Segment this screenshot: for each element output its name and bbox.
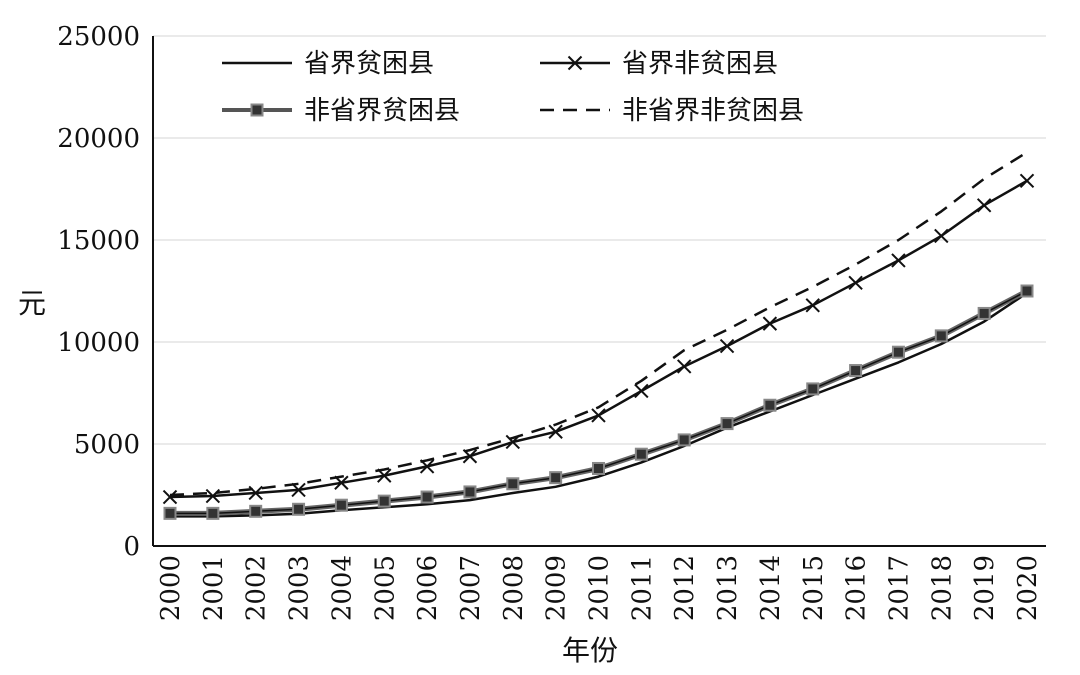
legend-label: 非省界非贫困县 (622, 96, 804, 126)
x-tick-label: 2005 (370, 555, 400, 621)
x-tick-label: 2003 (285, 555, 315, 621)
square-marker (506, 477, 520, 491)
x-tick-label: 2012 (670, 555, 700, 621)
x-marker (934, 228, 949, 244)
square-marker (891, 345, 905, 359)
x-marker (1019, 173, 1035, 189)
square-marker (250, 103, 264, 117)
x-axis-title: 年份 (562, 634, 618, 667)
legend-item: 省界贫困县 (222, 49, 434, 79)
y-axis-title: 元 (18, 287, 46, 320)
square-marker (1020, 284, 1034, 298)
x-tick-label: 2014 (756, 555, 786, 621)
square-marker (420, 490, 434, 504)
x-tick-label: 2009 (542, 555, 572, 621)
x-tick-label: 2001 (199, 555, 229, 621)
x-marker (762, 316, 778, 331)
square-marker (249, 504, 263, 518)
series-2 (162, 173, 1035, 505)
square-marker (977, 306, 991, 320)
series-3 (163, 284, 1034, 520)
x-tick-label: 2006 (413, 555, 443, 621)
x-tick-label: 2007 (456, 555, 486, 621)
square-marker (292, 502, 306, 516)
series-layer (162, 151, 1035, 520)
axes (152, 36, 1046, 547)
x-tick-label: 2008 (499, 555, 529, 621)
square-marker (334, 498, 348, 512)
legend-label: 省界非贫困县 (622, 49, 778, 79)
x-marker (567, 55, 583, 71)
square-marker (849, 364, 863, 378)
y-tick-label: 0 (123, 532, 140, 562)
series-line-core (170, 290, 1028, 515)
square-marker (592, 461, 605, 475)
gridlines (153, 35, 1046, 445)
x-tick-label: 2013 (713, 555, 743, 621)
x-marker (976, 198, 992, 213)
x-tick-label: 2016 (842, 555, 872, 621)
x-tick-label: 2018 (927, 555, 957, 621)
x-marker (719, 338, 735, 354)
series-line (169, 179, 1028, 499)
square-marker (634, 447, 648, 461)
series-line (169, 151, 1028, 497)
x-tick-label: 2017 (884, 555, 914, 621)
x-tick-label: 2020 (1013, 555, 1043, 621)
legend-item: 非省界非贫困县 (540, 96, 804, 126)
x-tick-label: 2000 (156, 555, 186, 621)
y-tick-label: 15000 (57, 226, 140, 256)
series-4 (169, 151, 1028, 497)
square-marker (463, 485, 477, 499)
y-tick-label: 10000 (57, 328, 140, 358)
square-marker (677, 433, 691, 447)
series-1 (170, 291, 1028, 518)
x-tick-label: 2019 (970, 555, 1000, 621)
legend-label: 省界贫困县 (304, 49, 434, 79)
square-marker (763, 398, 777, 412)
x-tick-label: 2015 (799, 555, 829, 621)
legend-label: 非省界贫困县 (304, 96, 460, 126)
square-marker (206, 506, 220, 520)
square-marker (163, 506, 177, 520)
legend-item: 非省界贫困县 (222, 96, 460, 126)
x-marker (676, 359, 692, 374)
x-marker (591, 408, 606, 423)
y-tick-label: 25000 (57, 22, 140, 52)
legend-item: 省界非贫困县 (540, 49, 778, 79)
x-tick-label: 2002 (242, 555, 272, 621)
x-marker (891, 253, 906, 268)
square-marker (549, 471, 563, 485)
square-marker (806, 382, 820, 396)
x-tick-label: 2011 (627, 555, 657, 621)
x-tick-label: 2010 (585, 555, 615, 621)
x-marker (805, 298, 820, 313)
y-tick-label: 5000 (74, 430, 140, 460)
x-marker (162, 489, 178, 505)
x-marker (848, 275, 863, 291)
square-marker (377, 494, 391, 508)
square-marker (934, 329, 948, 343)
x-marker (634, 383, 649, 399)
x-marker (548, 424, 563, 439)
square-marker (720, 417, 734, 431)
x-tick-labels: 2000 2001 2002 2003 2004 2005 2006 2007 2008 2009… (156, 555, 1043, 621)
y-tick-label: 20000 (57, 124, 140, 154)
x-tick-label: 2004 (327, 555, 357, 621)
series-line (170, 288, 1029, 516)
series-line (170, 291, 1028, 518)
y-tick-labels: 0 5000 10000 15000 20000 25000 (57, 22, 140, 562)
